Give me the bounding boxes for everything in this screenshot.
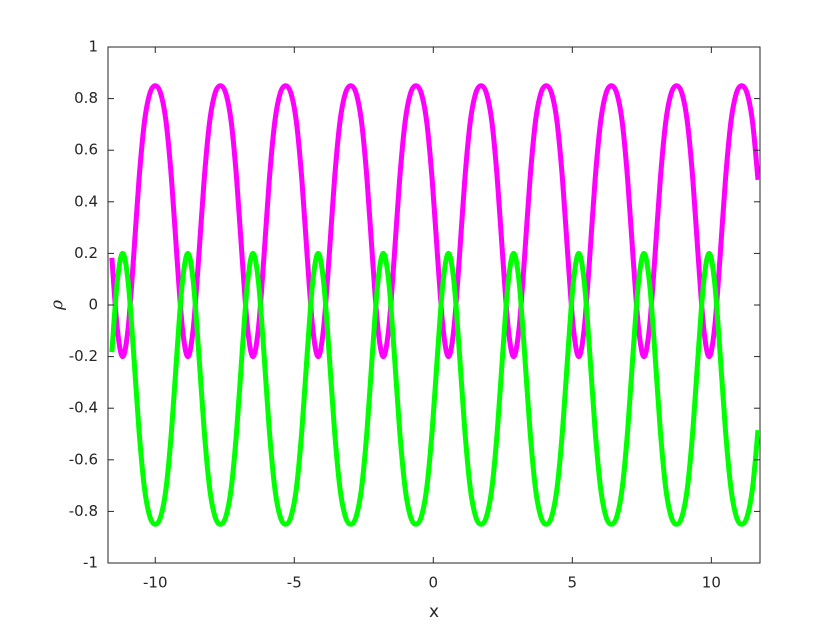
series-line: [109, 83, 760, 360]
y-tick-label: 1: [88, 38, 98, 56]
y-tick-label: -0.8: [69, 502, 98, 520]
y-tick-label: -0.4: [69, 399, 98, 417]
y-tick-label: -0.2: [69, 347, 98, 365]
x-tick-label: 5: [568, 574, 578, 592]
x-tick-label: 0: [429, 574, 439, 592]
series-line: [109, 250, 760, 527]
plot-area: [107, 46, 761, 564]
y-tick-label: -0.6: [69, 450, 98, 468]
y-tick-label: 0.2: [74, 244, 98, 262]
y-tick-label: 0.6: [74, 141, 98, 159]
x-tick-label: -5: [287, 574, 302, 592]
x-tick-label: -10: [143, 574, 168, 592]
y-tick-label: 0.8: [74, 89, 98, 107]
x-axis-label: x: [429, 602, 439, 622]
y-axis-label: ρ: [48, 300, 68, 311]
y-tick-label: 0: [88, 296, 98, 314]
x-tick-label: 10: [702, 574, 721, 592]
series-group: [109, 83, 760, 527]
y-tick-label: 0.4: [74, 192, 98, 210]
y-tick-label: -1: [83, 554, 98, 572]
